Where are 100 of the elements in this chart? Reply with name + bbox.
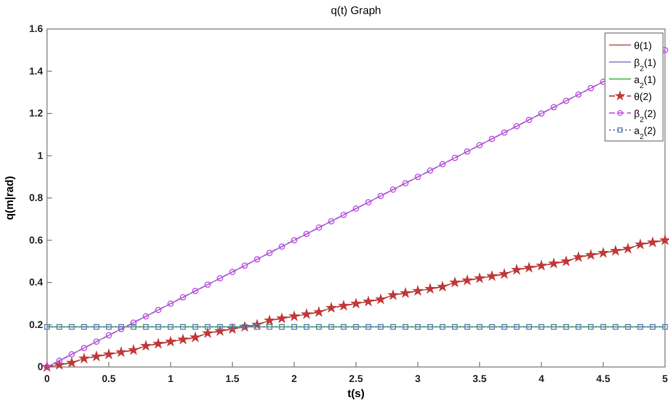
point [54, 360, 64, 369]
point [128, 345, 138, 354]
point [316, 224, 322, 231]
point [610, 246, 620, 255]
point [427, 167, 434, 174]
point [538, 110, 545, 117]
point [500, 269, 510, 278]
point [340, 212, 347, 218]
point [574, 252, 584, 262]
point [80, 344, 88, 352]
point [118, 324, 124, 330]
point [536, 260, 546, 270]
point [440, 324, 446, 330]
point [190, 332, 200, 342]
point [338, 300, 348, 310]
point [526, 116, 532, 123]
point [414, 174, 421, 180]
point [600, 324, 606, 330]
point [650, 324, 656, 330]
point [464, 324, 470, 330]
point [215, 326, 225, 336]
point [586, 250, 596, 260]
point [168, 324, 174, 330]
point [104, 349, 114, 358]
point [254, 256, 260, 262]
point [425, 284, 435, 293]
y-tick-label: 1.6 [29, 24, 44, 36]
point [612, 324, 618, 330]
point [388, 290, 398, 300]
point [400, 288, 410, 298]
point [116, 347, 126, 356]
x-tick-label: 4 [538, 374, 545, 386]
point [452, 324, 458, 330]
point [662, 324, 668, 330]
y-tick-label: 0 [37, 362, 44, 374]
point [278, 324, 285, 330]
point [378, 324, 384, 330]
point [438, 282, 448, 291]
point [402, 324, 408, 330]
point [155, 306, 162, 314]
point [413, 286, 423, 296]
point [204, 281, 211, 288]
point [623, 244, 633, 253]
point [94, 324, 100, 330]
point [648, 237, 658, 246]
chart-title: q(t) Graph [330, 5, 382, 17]
point [266, 250, 273, 256]
point [67, 358, 76, 367]
point [378, 192, 384, 200]
x-tick-label: 2.5 [349, 374, 364, 386]
x-tick-label: 4.5 [596, 374, 611, 386]
y-tick-label: 0.8 [29, 193, 44, 204]
point [217, 324, 223, 330]
point [366, 324, 372, 330]
x-tick-label: 3 [415, 374, 422, 386]
y-tick-label: 0.6 [29, 235, 44, 246]
point [143, 324, 149, 330]
point [291, 237, 298, 244]
point [266, 324, 272, 330]
point [316, 324, 322, 330]
point [289, 311, 299, 320]
point [512, 264, 522, 274]
point [550, 324, 557, 330]
point [575, 91, 582, 98]
point [576, 324, 582, 330]
y-tick-label: 0.4 [29, 278, 44, 289]
y-tick-label: 0.2 [29, 320, 44, 331]
point [242, 262, 248, 269]
point [291, 324, 298, 330]
point [56, 324, 62, 330]
point [365, 199, 372, 206]
point [106, 324, 112, 330]
point [130, 324, 136, 330]
point [351, 298, 361, 308]
point [68, 351, 75, 358]
point [464, 148, 470, 155]
point [92, 352, 102, 361]
point [93, 338, 100, 345]
legend-label: β$_{2}$(2) [634, 109, 656, 124]
point [44, 324, 50, 330]
legend-label: a$_{2}$(1) [634, 75, 656, 90]
point [660, 235, 669, 244]
point [229, 268, 236, 276]
point [562, 98, 570, 104]
point [376, 294, 386, 304]
x-tick-label: 1.5 [225, 374, 240, 386]
point [178, 334, 188, 344]
x-tick-label: 0.5 [102, 374, 116, 386]
point [277, 313, 287, 322]
legend-label: a$_{2}$(2) [634, 126, 656, 140]
point [118, 326, 124, 332]
point [326, 302, 336, 312]
point [106, 332, 112, 338]
point [414, 324, 421, 330]
point [353, 324, 359, 330]
point [526, 324, 532, 330]
point [452, 154, 458, 162]
point [56, 358, 63, 364]
y-tick-label: 1 [37, 150, 44, 162]
point [501, 324, 508, 330]
